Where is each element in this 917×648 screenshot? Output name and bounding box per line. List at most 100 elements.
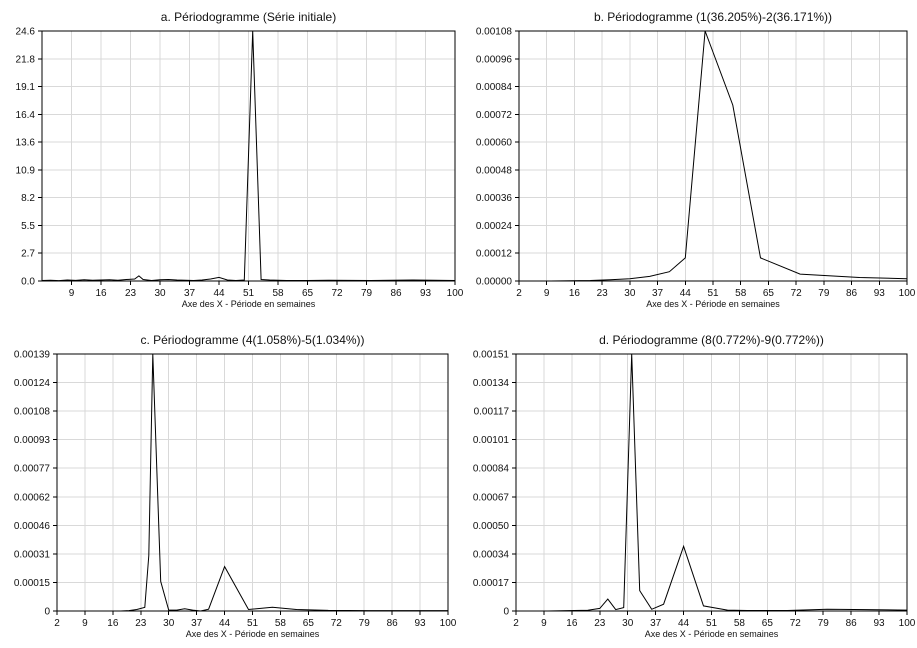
- chart-d-ytick-label: 0.00134: [473, 378, 510, 389]
- chart-c-xtick-label: 9: [82, 618, 88, 629]
- chart-c-xtick-label: 100: [440, 618, 457, 629]
- chart-a-ytick-label: 0.0: [21, 277, 35, 288]
- chart-a-xtick-label: 37: [184, 288, 196, 299]
- chart-c-xtick-label: 79: [359, 618, 371, 629]
- chart-b-xtick-label: 58: [735, 288, 747, 299]
- chart-b-xtick-label: 93: [874, 288, 886, 299]
- chart-b-x-axis-label: Axe des X - Période en semaines: [646, 299, 780, 309]
- chart-c-xtick-label: 23: [135, 618, 147, 629]
- chart-b-xtick-label: 2: [516, 288, 522, 299]
- chart-d-x-axis-label: Axe des X - Période en semaines: [645, 629, 779, 639]
- chart-d-ytick-label: 0.00017: [473, 578, 510, 589]
- chart-a-title: a. Périodogramme (Série initiale): [161, 10, 336, 24]
- chart-d-xtick-label: 44: [678, 618, 690, 629]
- chart-d-xtick-label: 93: [874, 618, 886, 629]
- chart-d-xtick-label: 51: [706, 618, 718, 629]
- chart-a-x-axis-label: Axe des X - Période en semaines: [182, 299, 316, 309]
- chart-b-ytick-label: 0.00000: [476, 277, 513, 288]
- chart-b-xtick-label: 72: [791, 288, 803, 299]
- chart-c-title: c. Périodogramme (4(1.058%)-5(1.034%)): [140, 333, 364, 347]
- chart-panel-d: d. Périodogramme (8(0.772%)-9(0.772%)) 0 0…: [459, 324, 917, 648]
- chart-c-ytick-label: 0.00015: [14, 578, 51, 589]
- chart-d-svg: d. Périodogramme (8(0.772%)-9(0.772%)) 0 0…: [473, 333, 916, 639]
- chart-a-xtick-label: 93: [420, 288, 432, 299]
- chart-b-ytick-label: 0.00012: [476, 249, 513, 260]
- chart-a-xtick-label: 79: [361, 288, 373, 299]
- chart-d-ytick-label: 0.00034: [473, 549, 510, 560]
- chart-a-ytick-label: 13.6: [16, 138, 36, 149]
- chart-b-xtick-label: 30: [624, 288, 636, 299]
- chart-a-ytick-label: 24.6: [16, 27, 36, 38]
- chart-d-xtick-label: 16: [566, 618, 578, 629]
- chart-b-xtick-label: 86: [846, 288, 858, 299]
- chart-a-xtick-label: 72: [331, 288, 343, 299]
- chart-b-ytick-label: 0.00060: [476, 138, 513, 149]
- chart-c-xtick-label: 16: [107, 618, 119, 629]
- chart-c-ytick-label: 0.00124: [14, 378, 51, 389]
- chart-d-xtick-label: 2: [513, 618, 519, 629]
- chart-a-ytick-label: 2.7: [21, 249, 35, 260]
- chart-a-ytick-label: 5.5: [21, 221, 35, 232]
- chart-a-ytick-label: 19.1: [16, 82, 36, 93]
- chart-a-ytick-label: 10.9: [16, 165, 36, 176]
- chart-c-xtick-label: 65: [303, 618, 315, 629]
- chart-c-xtick-label: 30: [163, 618, 175, 629]
- chart-a-plot-frame: [41, 30, 456, 282]
- chart-d-title: d. Périodogramme (8(0.772%)-9(0.772%)): [599, 333, 824, 347]
- chart-d-xtick-label: 30: [622, 618, 634, 629]
- chart-d-ytick-label: 0.00067: [473, 492, 510, 503]
- chart-c-series-line: [57, 353, 448, 612]
- chart-d-ytick-label: 0: [503, 607, 509, 618]
- chart-d-xtick-label: 86: [846, 618, 858, 629]
- chart-a-xtick-label: 65: [302, 288, 314, 299]
- chart-d-plot-frame: [515, 353, 908, 612]
- chart-a-xtick-label: 86: [390, 288, 402, 299]
- chart-d-xtick-label: 23: [594, 618, 606, 629]
- chart-c-xtick-label: 58: [275, 618, 287, 629]
- chart-d-ytick-label: 0.00117: [474, 407, 510, 418]
- chart-c-ytick-label: 0.00093: [14, 435, 51, 446]
- chart-b-ytick-label: 0.00036: [476, 193, 513, 204]
- chart-d-ytick-label: 0.00101: [473, 435, 510, 446]
- chart-a-xtick-label: 51: [243, 288, 255, 299]
- chart-a-xtick-label: 16: [95, 288, 107, 299]
- chart-c-xtick-label: 37: [191, 618, 203, 629]
- chart-c-xtick-label: 86: [387, 618, 399, 629]
- chart-c-ytick-label: 0.00046: [14, 521, 51, 532]
- chart-b-series-line: [519, 30, 908, 282]
- chart-b-xtick-label: 44: [680, 288, 692, 299]
- chart-d-xtick-label: 58: [734, 618, 746, 629]
- chart-b-ytick-label: 0.00096: [476, 54, 513, 65]
- chart-b-ytick-label: 0.00072: [476, 110, 513, 121]
- chart-a-ytick-label: 21.8: [16, 54, 36, 65]
- chart-b-plot-frame: [518, 30, 908, 282]
- chart-d-xtick-label: 72: [790, 618, 802, 629]
- chart-d-xtick-label: 79: [818, 618, 830, 629]
- chart-b-xtick-label: 100: [899, 288, 916, 299]
- chart-panel-b: b. Périodogramme (1(36.205%)-2(36.171%))…: [459, 0, 917, 324]
- chart-b-xtick-label: 51: [707, 288, 719, 299]
- chart-c-x-axis-label: Axe des X - Période en semaines: [186, 629, 320, 639]
- chart-c-xtick-label: 44: [219, 618, 231, 629]
- chart-d-xtick-label: 65: [762, 618, 774, 629]
- chart-d-ytick-label: 0.00050: [473, 521, 510, 532]
- chart-c-ytick-label: 0.00139: [14, 350, 51, 361]
- chart-d-ytick-label: 0.00151: [473, 350, 510, 361]
- chart-d-xtick-label: 9: [541, 618, 547, 629]
- chart-a-series-line: [41, 30, 456, 282]
- chart-c-xtick-label: 2: [54, 618, 60, 629]
- chart-a-xtick-label: 44: [213, 288, 225, 299]
- chart-a-xtick-label: 100: [447, 288, 464, 299]
- chart-b-ytick-label: 0.00024: [476, 221, 513, 232]
- chart-c-xtick-label: 93: [415, 618, 427, 629]
- chart-panel-a: a. Périodogramme (Série initiale) 0.0 2.7 5…: [0, 0, 464, 324]
- chart-c-xtick-label: 51: [247, 618, 259, 629]
- chart-d-xtick-label: 37: [650, 618, 662, 629]
- chart-d-xtick-label: 100: [899, 618, 916, 629]
- chart-d-ytick-label: 0.00084: [473, 464, 510, 475]
- chart-b-xtick-label: 65: [763, 288, 775, 299]
- chart-a-svg: a. Périodogramme (Série initiale) 0.0 2.7 5…: [16, 10, 464, 309]
- chart-c-ytick-label: 0.00077: [14, 464, 51, 475]
- chart-b-ytick-label: 0.00084: [476, 82, 513, 93]
- chart-panel-c: c. Périodogramme (4(1.058%)-5(1.034%)) 0 0…: [0, 324, 458, 648]
